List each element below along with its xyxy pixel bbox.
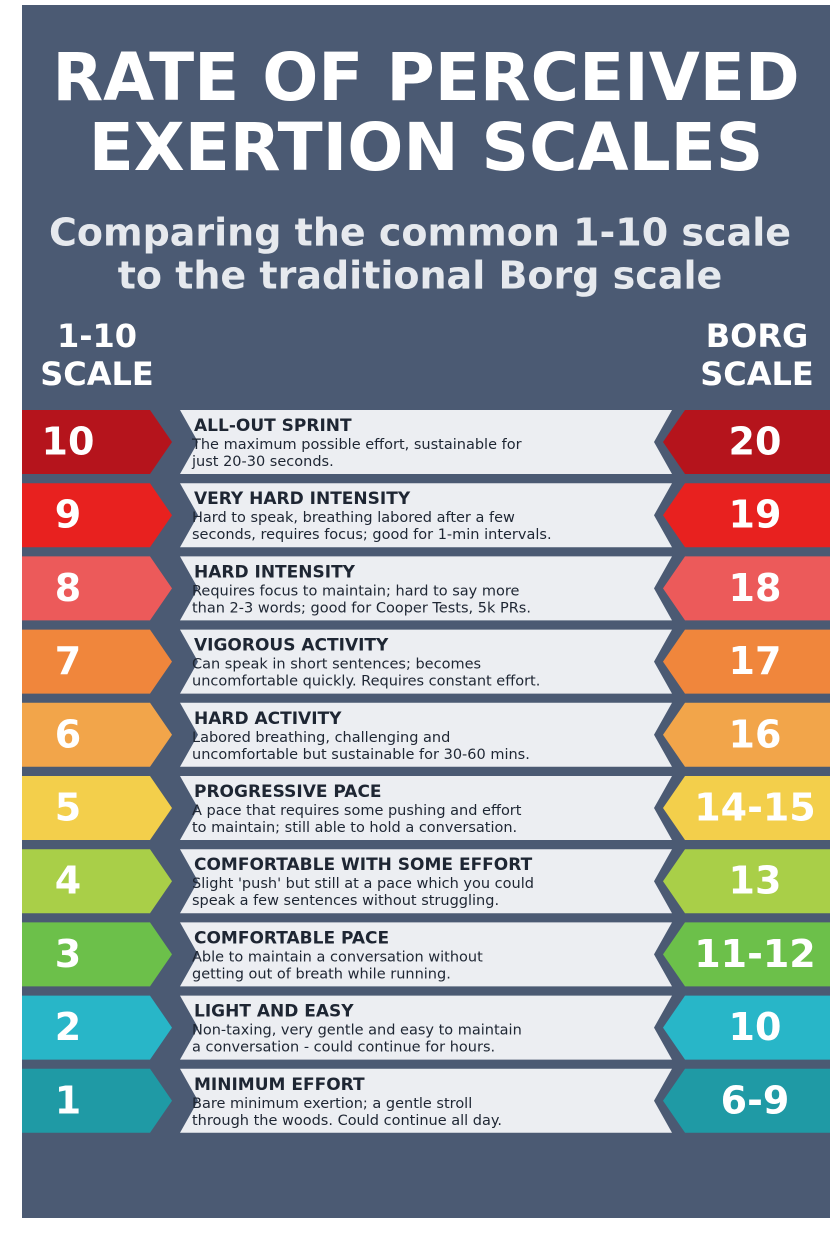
- row-title: PROGRESSIVE PACE: [194, 782, 382, 802]
- row-description: A pace that requires some pushing and ef…: [192, 803, 522, 819]
- description-panel: [180, 629, 672, 694]
- scale-value: 3: [55, 932, 81, 976]
- scale-value: 5: [55, 786, 81, 830]
- row-description: Hard to speak, breathing labored after a…: [192, 510, 515, 526]
- borg-tag: [663, 629, 830, 694]
- description-panel: [180, 556, 672, 621]
- left-heading: SCALE: [40, 355, 154, 393]
- row-description: Can speak in short sentences; becomes: [192, 657, 481, 673]
- description-panel: [180, 995, 672, 1060]
- row-title: MINIMUM EFFORT: [194, 1075, 365, 1095]
- scale-tag: [22, 483, 172, 548]
- left-heading: 1-10: [57, 317, 137, 355]
- description-panel: [180, 702, 672, 767]
- borg-tag: [663, 556, 830, 621]
- row-title: LIGHT AND EASY: [194, 1002, 354, 1022]
- row-description: Labored breathing, challenging and: [192, 730, 450, 746]
- borg-value: 10: [729, 1005, 782, 1049]
- description-panel: [180, 849, 672, 914]
- borg-tag: [663, 995, 830, 1060]
- scale-value: 10: [42, 420, 95, 464]
- borg-tag: [663, 702, 830, 767]
- scale-tag: [22, 702, 172, 767]
- row-description: Non-taxing, very gentle and easy to main…: [192, 1023, 522, 1039]
- row-description: speak a few sentences without struggling…: [192, 893, 499, 909]
- borg-value: 11-12: [694, 932, 816, 976]
- borg-value: 14-15: [694, 786, 816, 830]
- borg-value: 16: [729, 712, 782, 756]
- subtitle-line: Comparing the common 1-10 scale: [49, 211, 791, 255]
- row-description: through the woods. Could continue all da…: [192, 1113, 502, 1129]
- scale-tag: [22, 995, 172, 1060]
- row-title: COMFORTABLE WITH SOME EFFORT: [194, 855, 533, 875]
- borg-tag: [663, 922, 830, 987]
- borg-value: 19: [729, 493, 782, 537]
- row-description: than 2-3 words; good for Cooper Tests, 5…: [192, 600, 531, 616]
- row-description: seconds, requires focus; good for 1-min …: [192, 527, 552, 543]
- row-description: to maintain; still able to hold a conver…: [192, 820, 517, 836]
- scale-value: 8: [55, 566, 81, 610]
- description-panel: [180, 483, 672, 548]
- row-title: VIGOROUS ACTIVITY: [194, 636, 389, 656]
- row-title: VERY HARD INTENSITY: [194, 489, 411, 509]
- scale-tag: [22, 556, 172, 621]
- scale-value: 2: [55, 1005, 81, 1049]
- title-line: EXERTION SCALES: [89, 109, 764, 186]
- borg-value: 20: [729, 420, 782, 464]
- row-description: getting out of breath while running.: [192, 966, 451, 982]
- row-title: ALL-OUT SPRINT: [194, 416, 352, 436]
- scale-tag: [22, 776, 172, 840]
- right-heading: SCALE: [700, 355, 814, 393]
- borg-tag: [663, 1068, 830, 1133]
- borg-value: 17: [729, 639, 782, 683]
- description-panel: [180, 776, 672, 840]
- row-title: HARD INTENSITY: [194, 562, 356, 582]
- row-description: Slight 'push' but still at a pace which …: [192, 876, 534, 892]
- borg-value: 6-9: [721, 1078, 790, 1122]
- row-description: Requires focus to maintain; hard to say …: [192, 583, 520, 599]
- scale-tag: [22, 410, 172, 474]
- row-title: COMFORTABLE PACE: [194, 928, 389, 948]
- row-title: HARD ACTIVITY: [194, 709, 342, 729]
- borg-tag: [663, 849, 830, 914]
- scale-value: 9: [55, 493, 81, 537]
- scale-tag: [22, 922, 172, 987]
- description-panel: [180, 410, 672, 474]
- scale-tag: [22, 629, 172, 694]
- borg-value: 13: [729, 859, 782, 903]
- row-description: Bare minimum exertion; a gentle stroll: [192, 1096, 472, 1112]
- row-description: a conversation - could continue for hour…: [192, 1040, 495, 1056]
- borg-tag: [663, 776, 830, 840]
- borg-tag: [663, 410, 830, 474]
- description-panel: [180, 922, 672, 987]
- row-description: just 20-30 seconds.: [191, 454, 334, 470]
- borg-value: 18: [729, 566, 782, 610]
- scale-value: 6: [55, 712, 81, 756]
- row-description: uncomfortable quickly. Requires constant…: [192, 674, 540, 690]
- scale-value: 4: [55, 859, 81, 903]
- row-description: The maximum possible effort, sustainable…: [191, 437, 522, 453]
- scale-tag: [22, 1068, 172, 1133]
- right-heading: BORG: [706, 317, 809, 355]
- scale-value: 7: [55, 639, 81, 683]
- borg-tag: [663, 483, 830, 548]
- subtitle-line: to the traditional Borg scale: [118, 254, 723, 298]
- scale-value: 1: [55, 1078, 81, 1122]
- title-line: RATE OF PERCEIVED: [52, 39, 799, 116]
- scale-tag: [22, 849, 172, 914]
- description-panel: [180, 1068, 672, 1133]
- row-description: uncomfortable but sustainable for 30-60 …: [192, 747, 530, 763]
- row-description: Able to maintain a conversation without: [192, 949, 483, 965]
